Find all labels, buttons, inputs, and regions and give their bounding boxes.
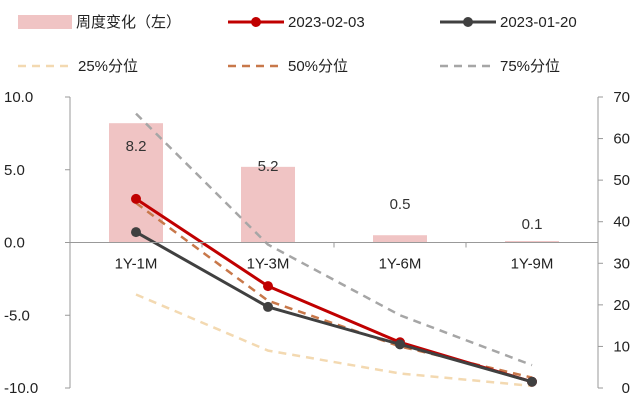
left-tick-label: 0.0 [4, 235, 25, 252]
right-tick-label: 50 [613, 172, 630, 189]
series-line [135, 230, 533, 384]
right-tick-label: 0 [622, 380, 630, 397]
series-point [395, 339, 405, 350]
right-tick-label: 30 [613, 255, 630, 272]
left-tick-label: 10.0 [4, 89, 33, 106]
bar [241, 166, 295, 243]
right-tick-label: 20 [613, 297, 630, 314]
legend-label: 50%分位 [288, 58, 348, 75]
bar-data-label: 0.5 [390, 196, 411, 213]
series-line [135, 202, 533, 379]
left-tick-label: 5.0 [4, 162, 25, 179]
series-point [131, 227, 141, 238]
x-tick-label: 1Y-9M [511, 256, 554, 273]
bar-data-label: 5.2 [258, 158, 279, 175]
bar [109, 123, 163, 243]
series-point [131, 193, 141, 204]
bar-series: 8.2 5.2 0.5 0.1 [109, 123, 559, 243]
legend-label: 75%分位 [500, 58, 560, 75]
left-tick-label: -10.0 [4, 380, 38, 397]
bar [373, 235, 427, 243]
bar [505, 241, 559, 243]
legend-label: 2023-01-20 [500, 14, 577, 31]
legend-swatch-marker [251, 17, 261, 27]
legend-swatch-marker [463, 17, 473, 27]
axes: 10.0 5.0 0.0 -5.0 -10.0 70 60 50 40 30 20 10 0 1Y-1M 1… [4, 89, 630, 397]
legend-label: 周度变化（左） [76, 14, 181, 31]
line-series-group [131, 112, 537, 388]
right-tick-label: 70 [613, 89, 630, 106]
legend: 周度变化（左） 2023-02-03 2023-01-20 25%分位 50%分位 75%… [18, 14, 577, 75]
right-tick-label: 60 [613, 131, 630, 148]
legend-label: 2023-02-03 [288, 14, 365, 31]
x-tick-label: 1Y-3M [247, 256, 290, 273]
right-tick-label: 10 [613, 338, 630, 355]
right-tick-label: 40 [613, 214, 630, 231]
series-line [135, 293, 533, 388]
bar-data-label: 0.1 [522, 216, 543, 233]
x-tick-label: 1Y-1M [115, 256, 158, 273]
legend-label: 25%分位 [78, 58, 138, 75]
series-line [135, 197, 533, 384]
series-line [135, 112, 533, 367]
bar-data-label: 8.2 [126, 138, 147, 155]
left-tick-label: -5.0 [4, 307, 30, 324]
x-tick-label: 1Y-6M [379, 256, 422, 273]
legend-swatch-bar [18, 15, 72, 29]
series-point [527, 376, 537, 387]
series-point [263, 301, 273, 312]
series-point [263, 281, 273, 292]
